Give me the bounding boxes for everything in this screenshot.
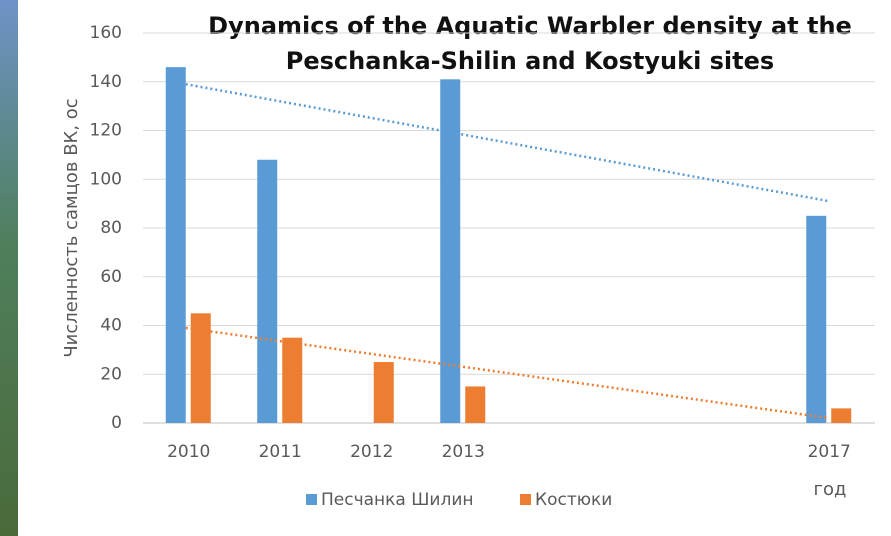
y-tick-label: 60	[100, 267, 122, 287]
legend-swatch	[520, 494, 531, 505]
legend-label: Костюки	[535, 490, 612, 510]
y-tick-label: 40	[100, 316, 122, 336]
x-tick-label: 2012	[350, 442, 393, 462]
y-tick-label: 100	[90, 169, 122, 189]
legend-label: Песчанка Шилин	[321, 490, 474, 510]
y-tick-label: 160	[90, 23, 122, 43]
y-tick-label: 20	[100, 364, 122, 384]
slide: Dynamics of the Aquatic Warbler density …	[0, 0, 891, 536]
bar	[257, 160, 277, 423]
y-axis-label: Численность самцов ВК, ос	[61, 98, 82, 357]
y-tick-label: 80	[100, 218, 122, 238]
x-tick-label: 2017	[808, 442, 851, 462]
x-axis-label: год	[814, 479, 847, 500]
chart-title: Dynamics of the Aquatic Warbler density …	[208, 12, 852, 40]
bar	[374, 362, 394, 423]
x-tick-label: 2013	[442, 442, 485, 462]
bar	[166, 67, 186, 423]
y-tick-label: 0	[111, 413, 122, 433]
bar	[282, 338, 302, 423]
y-tick-label: 120	[90, 121, 122, 141]
bar	[465, 386, 485, 423]
y-tick-label: 140	[90, 72, 122, 92]
x-tick-label: 2010	[167, 442, 210, 462]
legend-swatch	[306, 494, 317, 505]
bar	[806, 216, 826, 423]
chart: Dynamics of the Aquatic Warbler density …	[0, 0, 891, 536]
chart-title: Peschanka-Shilin and Kostyuki sites	[286, 47, 774, 75]
bar	[831, 408, 851, 423]
x-tick-label: 2011	[259, 442, 302, 462]
